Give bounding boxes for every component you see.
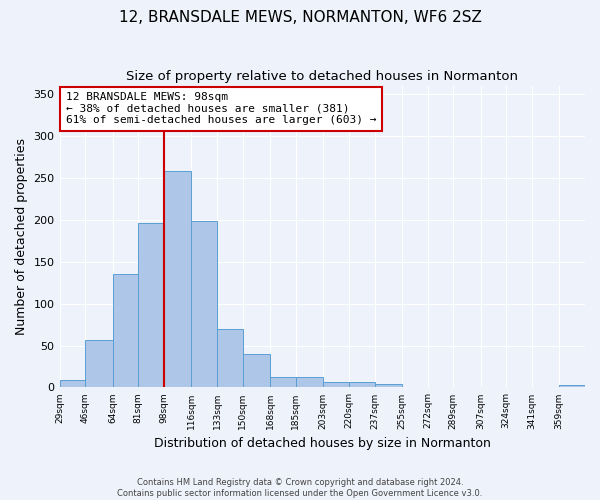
Bar	[113, 274, 138, 388]
Title: Size of property relative to detached houses in Normanton: Size of property relative to detached ho…	[126, 70, 518, 83]
X-axis label: Distribution of detached houses by size in Normanton: Distribution of detached houses by size …	[154, 437, 491, 450]
Text: 12 BRANSDALE MEWS: 98sqm
← 38% of detached houses are smaller (381)
61% of semi-: 12 BRANSDALE MEWS: 98sqm ← 38% of detach…	[65, 92, 376, 126]
Bar	[323, 382, 349, 388]
Bar	[138, 223, 164, 388]
Text: Contains HM Land Registry data © Crown copyright and database right 2024.
Contai: Contains HM Land Registry data © Crown c…	[118, 478, 482, 498]
Bar	[164, 171, 191, 388]
Y-axis label: Number of detached properties: Number of detached properties	[15, 138, 28, 335]
Bar	[559, 385, 585, 388]
Bar	[217, 328, 243, 388]
Bar	[270, 378, 296, 388]
Bar	[59, 380, 85, 388]
Bar	[191, 220, 217, 388]
Bar	[85, 340, 113, 388]
Bar	[374, 384, 402, 388]
Text: 12, BRANSDALE MEWS, NORMANTON, WF6 2SZ: 12, BRANSDALE MEWS, NORMANTON, WF6 2SZ	[119, 10, 481, 25]
Bar	[243, 354, 270, 388]
Bar	[349, 382, 374, 388]
Bar	[296, 376, 323, 388]
